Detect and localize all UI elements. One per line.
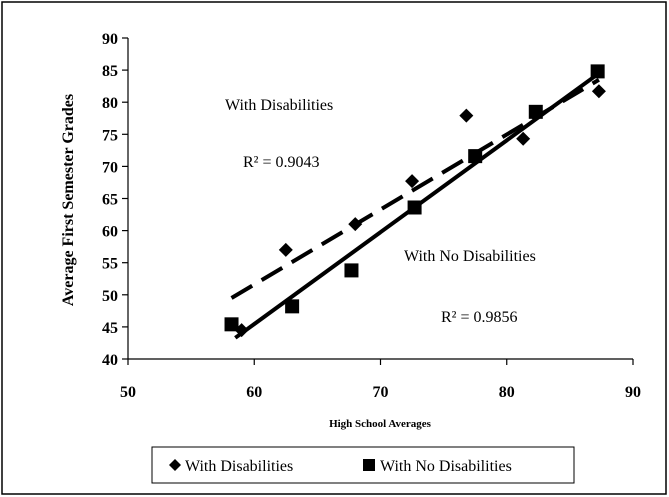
y-tick-label: 90: [102, 31, 118, 48]
legend-label-with-no-disabilities: With No Disabilities: [380, 458, 512, 475]
x-tick-label: 80: [499, 384, 515, 401]
y-tick-label: 45: [102, 320, 118, 337]
y-axis-ticks: 40 45 50 55 60 65 70 75 80 85 90: [102, 31, 128, 369]
point-with-disabilities: [459, 108, 474, 123]
data-points: [224, 64, 606, 338]
legend-label-with-disabilities: With Disabilities: [185, 458, 293, 475]
point-with-disabilities: [516, 131, 531, 146]
point-with-no-disabilities: [285, 299, 300, 314]
y-tick-label: 85: [102, 63, 118, 80]
point-with-disabilities: [278, 242, 293, 257]
y-tick-label: 65: [102, 192, 118, 209]
x-axis-ticks: 50 60 70 80 90: [120, 359, 641, 401]
point-with-no-disabilities: [590, 64, 605, 79]
y-tick-label: 40: [102, 352, 118, 369]
annotation-with-disabilities-r2: R² = 0.9043: [243, 154, 320, 171]
legend-diamond-marker: [169, 459, 181, 471]
point-with-no-disabilities: [407, 200, 422, 215]
y-tick-label: 60: [102, 224, 118, 241]
x-tick-label: 60: [246, 384, 262, 401]
point-with-disabilities: [405, 174, 420, 189]
point-with-no-disabilities: [344, 263, 359, 278]
point-with-no-disabilities: [528, 104, 543, 119]
y-tick-label: 70: [102, 159, 118, 176]
x-tick-label: 90: [625, 384, 641, 401]
y-tick-label: 55: [102, 256, 118, 273]
x-tick-label: 70: [373, 384, 389, 401]
point-with-disabilities: [591, 84, 606, 99]
annotation-no-disabilities-label: With No Disabilities: [404, 248, 536, 265]
annotation-with-disabilities-label: With Disabilities: [225, 97, 333, 114]
y-tick-label: 75: [102, 127, 118, 144]
y-tick-label: 80: [102, 95, 118, 112]
legend: With Disabilities With No Disabilities: [151, 446, 575, 484]
x-tick-label: 50: [120, 384, 136, 401]
y-axis-label: Average First Semester Grades: [60, 94, 77, 306]
point-with-disabilities: [348, 217, 363, 232]
x-axis-label: High School Averages: [329, 418, 432, 430]
annotation-no-disabilities-r2: R² = 0.9856: [441, 309, 518, 326]
legend-square-marker: [363, 459, 375, 471]
point-with-no-disabilities: [224, 317, 239, 332]
point-with-no-disabilities: [468, 149, 483, 164]
y-tick-label: 50: [102, 288, 118, 305]
